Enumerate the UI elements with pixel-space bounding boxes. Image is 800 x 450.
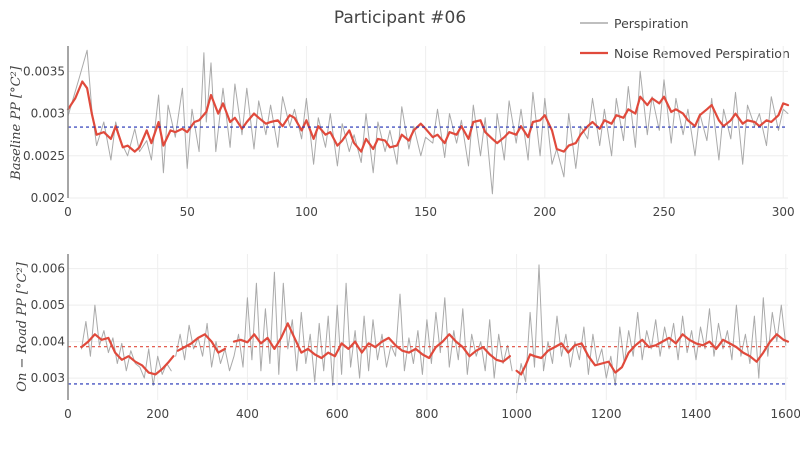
baseline-panel: 0 50 100 150 200 250 300 0.002 0.0025 0.003 0.0035 [23, 46, 795, 219]
on-road-x-tick-label-1: 200 [146, 407, 169, 421]
baseline-y-axis-label: Baseline PP [°C²] [9, 65, 24, 181]
on-road-y-tick-label-3: 0.006 [31, 262, 65, 276]
on-road-series-perspiration-segment-0 [81, 304, 172, 386]
baseline-y-tick-label-2: 0.003 [31, 107, 65, 121]
on-road-x-tick-label-0: 0 [64, 407, 72, 421]
on-road-x-tick-label-4: 800 [415, 407, 438, 421]
baseline-x-tick-label-5: 250 [653, 205, 676, 219]
on-road-series-perspiration-segment-2 [516, 264, 787, 394]
on-road-series-perspiration-segment-1 [175, 271, 513, 386]
on-road-y-axis-label: On − Road PP [°C²] [15, 261, 30, 391]
chart-title: Participant #06 [334, 8, 466, 28]
on-road-series-noise-removed-segment-2 [232, 322, 511, 363]
on-road-panel: 0 200 400 600 800 1000 1200 1400 1600 0.003 0.004 0… [31, 254, 800, 421]
on-road-x-tick-label-6: 1200 [591, 407, 622, 421]
legend-label-noise-removed[interactable]: Noise Removed Perspiration [614, 46, 790, 61]
baseline-series-noise-removed-segment-0 [66, 80, 790, 153]
on-road-series-noise-removed-segment-0 [80, 333, 175, 376]
baseline-y-tick-label-3: 0.0035 [23, 64, 65, 78]
baseline-x-tick-label-3: 150 [414, 205, 437, 219]
baseline-y-tick-label-0: 0.002 [31, 191, 65, 205]
on-road-x-tick-label-3: 600 [326, 407, 349, 421]
on-road-x-tick-label-2: 400 [236, 407, 259, 421]
on-road-x-tick-label-5: 1000 [501, 407, 532, 421]
legend-label-perspiration[interactable]: Perspiration [614, 16, 689, 31]
on-road-x-tick-label-8: 1600 [770, 407, 800, 421]
legend[interactable]: Perspiration Noise Removed Perspiration [580, 16, 790, 61]
baseline-series-perspiration-segment-0 [67, 49, 789, 195]
on-road-series-noise-removed-segment-1 [176, 333, 227, 354]
on-road-x-tick-label-7: 1400 [681, 407, 712, 421]
on-road-y-tick-label-1: 0.004 [31, 335, 65, 349]
baseline-x-tick-label-6: 300 [772, 205, 795, 219]
baseline-x-tick-label-4: 200 [533, 205, 556, 219]
on-road-y-tick-label-0: 0.003 [31, 371, 65, 385]
on-road-y-tick-label-2: 0.005 [31, 298, 65, 312]
baseline-x-tick-label-1: 50 [180, 205, 195, 219]
baseline-x-tick-label-2: 100 [295, 205, 318, 219]
baseline-y-tick-label-1: 0.0025 [23, 149, 65, 163]
baseline-x-tick-label-0: 0 [64, 205, 72, 219]
